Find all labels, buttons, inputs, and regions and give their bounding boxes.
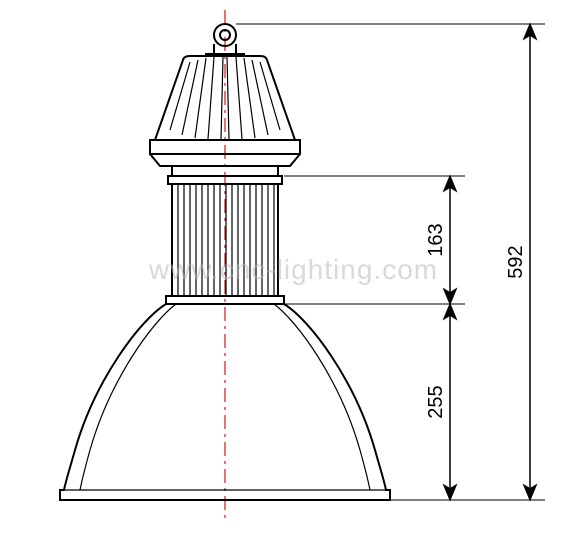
dimension-592: 592	[505, 24, 530, 500]
dim-592-value: 592	[505, 245, 527, 278]
dimension-255: 255	[425, 304, 450, 500]
extension-lines	[236, 24, 545, 500]
technical-drawing: 163 255 592	[0, 0, 587, 540]
dim-255-value: 255	[425, 385, 447, 418]
dimension-163: 163	[425, 176, 450, 304]
dim-163-value: 163	[425, 223, 447, 256]
